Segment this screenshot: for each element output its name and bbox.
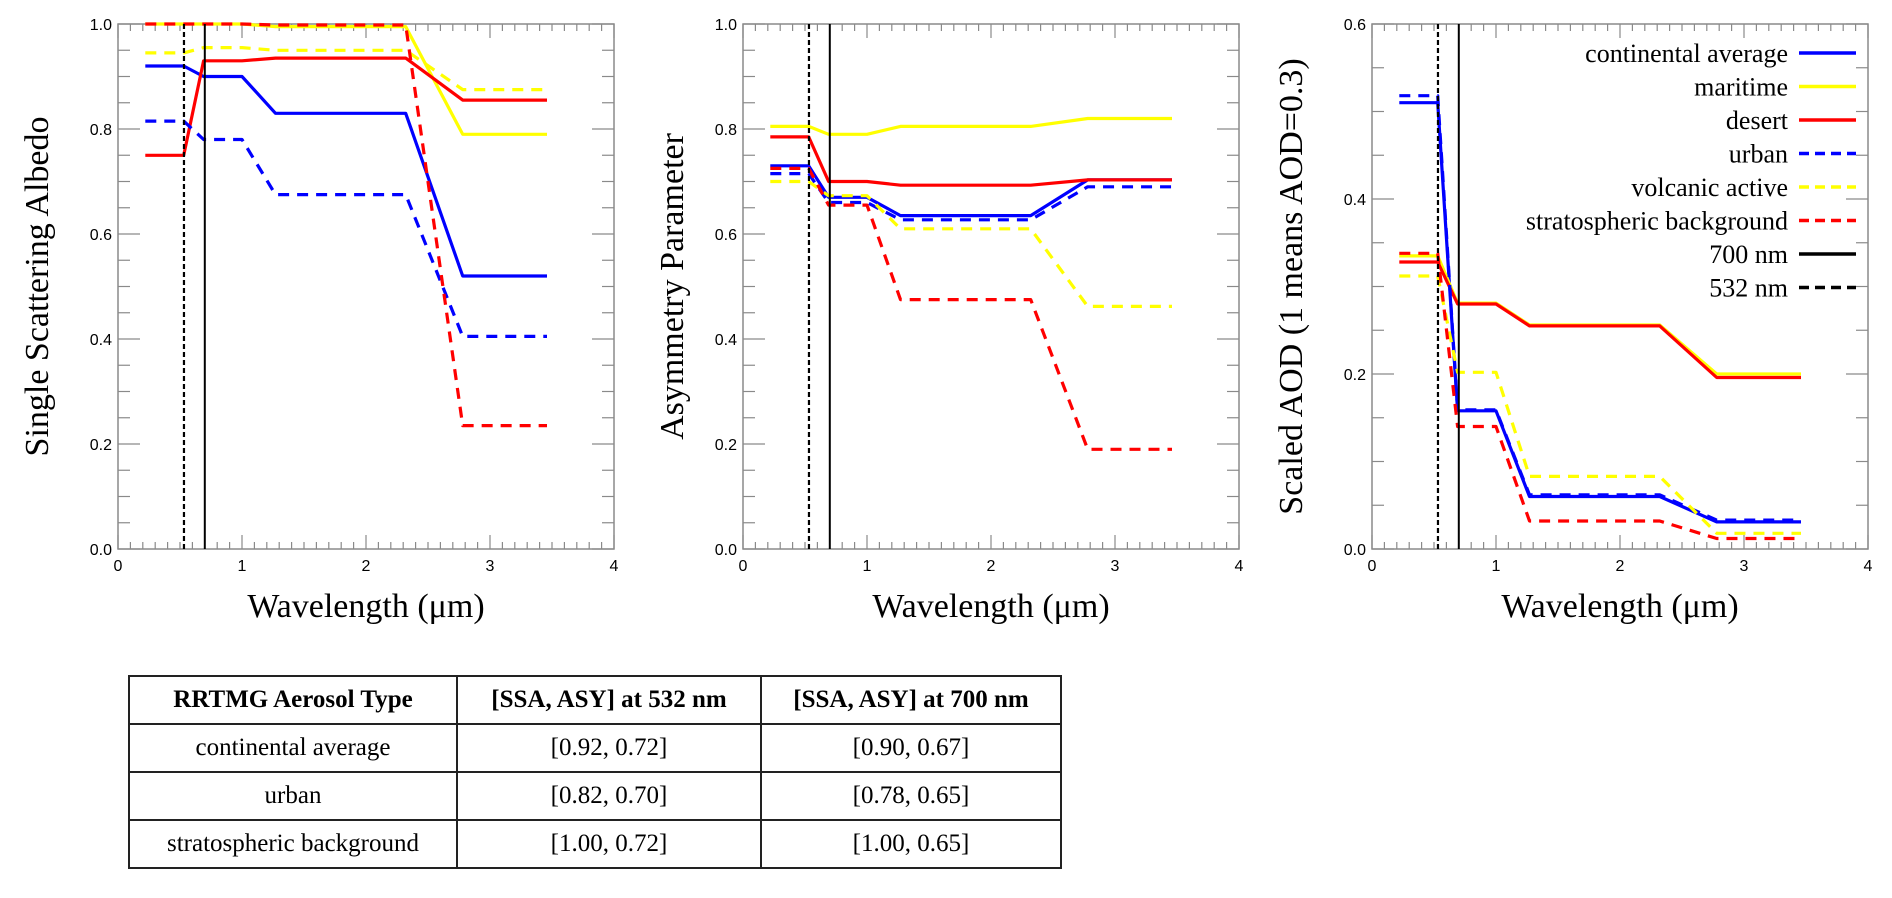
x-axis-title: Wavelength (μm) xyxy=(872,588,1109,625)
x-tick-label: 3 xyxy=(486,558,495,575)
series-line-stratospheric-background xyxy=(1399,251,1801,541)
series-line-desert xyxy=(1399,260,1801,380)
panel-3: 0 1 2 3 4 0.0 0.2 0.4 0.6 Wavelength (μm) Scaled A… xyxy=(1273,17,1873,625)
y-tick-label: 1.0 xyxy=(715,17,737,34)
header-700nm: [SSA, ASY] at 700 nm xyxy=(760,675,1062,725)
series-line-stratospheric-background xyxy=(145,22,547,428)
series-line-volcanic-active xyxy=(1399,274,1801,535)
x-tick-label: 2 xyxy=(987,558,996,575)
cell-aerosol-type: continental average xyxy=(128,723,458,773)
y-axis-title: Asymmetry Parameter xyxy=(654,132,691,440)
cell-532nm: [0.92, 0.72] xyxy=(456,723,762,773)
x-tick-label: 0 xyxy=(739,558,748,575)
legend-label: volcanic active xyxy=(1631,173,1788,202)
y-tick-label: 0.8 xyxy=(715,122,737,139)
table-header-row: RRTMG Aerosol Type [SSA, ASY] at 532 nm … xyxy=(128,675,1062,725)
y-tick-label: 0.6 xyxy=(1344,17,1366,34)
y-tick-label: 0.2 xyxy=(1344,367,1366,384)
x-tick-label: 1 xyxy=(863,558,872,575)
series-line-stratospheric-background xyxy=(770,166,1172,451)
header-aerosol-type: RRTMG Aerosol Type xyxy=(128,675,458,725)
legend-label: 700 nm xyxy=(1709,240,1788,269)
cell-aerosol-type: urban xyxy=(128,771,458,821)
y-tick-label: 0.2 xyxy=(90,437,112,454)
x-tick-label: 1 xyxy=(238,558,247,575)
x-tick-label: 0 xyxy=(114,558,123,575)
plot-frame xyxy=(742,23,1240,550)
table-row: urban [0.82, 0.70] [0.78, 0.65] xyxy=(128,771,1062,821)
panel-1: 0 1 2 3 4 0.0 0.2 0.4 0.6 0.8 1.0 Wavelength (μm) Si… xyxy=(19,17,619,625)
aerosol-summary-table: RRTMG Aerosol Type [SSA, ASY] at 532 nm … xyxy=(128,675,1062,869)
y-tick-label: 0.6 xyxy=(715,227,737,244)
cell-532nm: [1.00, 0.72] xyxy=(456,819,762,869)
x-tick-label: 2 xyxy=(362,558,371,575)
legend-label: continental average xyxy=(1585,39,1788,68)
series-line-urban xyxy=(145,119,547,338)
series-line-urban xyxy=(1399,94,1801,522)
table-row: continental average [0.92, 0.72] [0.90, … xyxy=(128,723,1062,773)
legend-label: 532 nm xyxy=(1709,274,1788,303)
cell-aerosol-type: stratospheric background xyxy=(128,819,458,869)
series-line-desert xyxy=(770,135,1172,187)
x-axis-title: Wavelength (μm) xyxy=(1501,588,1738,625)
y-tick-label: 0.8 xyxy=(90,122,112,139)
series-line-volcanic-active xyxy=(145,45,547,92)
y-tick-label: 0.4 xyxy=(90,332,112,349)
y-axis-title: Scaled AOD (1 means AOD=0.3) xyxy=(1273,58,1310,514)
y-tick-label: 0.6 xyxy=(90,227,112,244)
series-line-desert xyxy=(145,56,547,157)
cell-700nm: [0.78, 0.65] xyxy=(760,771,1062,821)
series-line-urban xyxy=(770,172,1172,222)
cell-700nm: [0.90, 0.67] xyxy=(760,723,1062,773)
x-tick-label: 4 xyxy=(610,558,619,575)
x-tick-label: 1 xyxy=(1492,558,1501,575)
y-tick-label: 0.2 xyxy=(715,437,737,454)
y-tick-label: 0.4 xyxy=(715,332,737,349)
legend-label: maritime xyxy=(1694,73,1788,102)
x-tick-label: 0 xyxy=(1368,558,1377,575)
series-line-volcanic-active xyxy=(770,179,1172,308)
legend-label: urban xyxy=(1729,140,1788,169)
x-tick-label: 4 xyxy=(1864,558,1873,575)
x-axis-title: Wavelength (μm) xyxy=(247,588,484,625)
header-532nm: [SSA, ASY] at 532 nm xyxy=(456,675,762,725)
plot-frame xyxy=(1371,23,1869,550)
table-row: stratospheric background [1.00, 0.72] [1… xyxy=(128,819,1062,869)
legend: continental average maritime desert urban vo… xyxy=(1526,39,1856,303)
plot-frame xyxy=(117,23,615,550)
y-tick-label: 0.0 xyxy=(715,542,737,559)
y-tick-label: 0.4 xyxy=(1344,192,1366,209)
legend-label: stratospheric background xyxy=(1526,207,1788,236)
cell-700nm: [1.00, 0.65] xyxy=(760,819,1062,869)
x-tick-label: 2 xyxy=(1616,558,1625,575)
x-tick-label: 3 xyxy=(1111,558,1120,575)
y-tick-label: 0.0 xyxy=(90,542,112,559)
x-tick-label: 3 xyxy=(1740,558,1749,575)
series-line-continental-average xyxy=(770,164,1172,218)
series-line-maritime xyxy=(770,116,1172,136)
legend-label: desert xyxy=(1726,106,1789,135)
y-tick-label: 1.0 xyxy=(90,17,112,34)
x-tick-label: 4 xyxy=(1235,558,1244,575)
y-axis-title: Single Scattering Albedo xyxy=(19,117,56,457)
panel-2: 0 1 2 3 4 0.0 0.2 0.4 0.6 0.8 1.0 Wavelength (μm) As… xyxy=(654,17,1244,625)
y-tick-label: 0.0 xyxy=(1344,542,1366,559)
series-line-continental-average xyxy=(145,64,547,278)
cell-532nm: [0.82, 0.70] xyxy=(456,771,762,821)
